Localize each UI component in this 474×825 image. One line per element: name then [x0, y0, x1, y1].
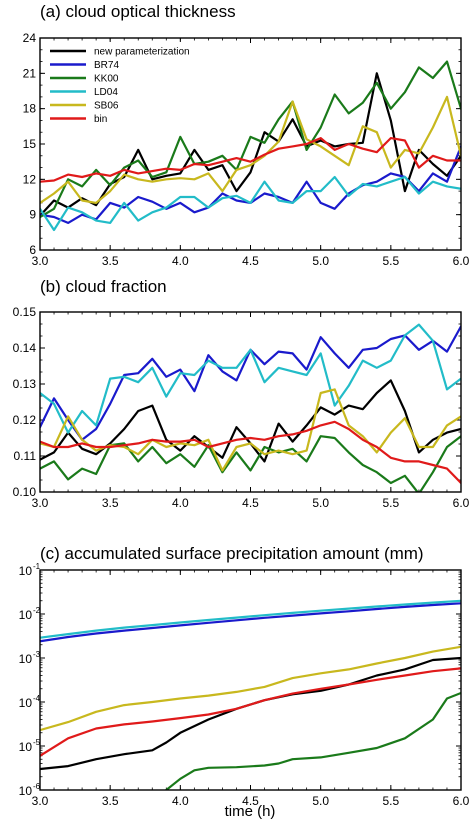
series-line-ld04: [40, 323, 461, 434]
y-tick-exponent: -4: [33, 694, 41, 703]
legend-label: SB06: [94, 101, 119, 112]
x-tick-label: 3.5: [102, 254, 119, 268]
panel-c-series: [40, 599, 461, 790]
panel-b: (b) cloud fraction 3.0 3.5 4.0 4.5 5.0 5.5 6.0…: [13, 277, 470, 510]
y-tick-label: 10: [19, 784, 33, 798]
x-tick-label: 5.5: [382, 794, 399, 808]
series-line-ld04: [40, 175, 461, 232]
series-line-kk00: [165, 691, 461, 790]
x-tick-label: 6.0: [453, 254, 470, 268]
y-tick-label: 10: [19, 696, 33, 710]
x-tick-label: 5.0: [312, 794, 329, 808]
panel-b-frame: [39, 311, 462, 493]
legend-label: new parameterization: [94, 47, 190, 58]
x-tick-label: 3.0: [32, 794, 49, 808]
y-tick-exponent: -1: [33, 562, 41, 571]
panel-c-grid-ticks: 3.0 3.5 4.0 4.5 5.0 5.5 6.010-610-510-410 -310-…: [19, 562, 470, 808]
y-tick-exponent: -3: [33, 650, 41, 659]
x-tick-label: 3.5: [102, 794, 119, 808]
y-tick-label: 10: [19, 608, 33, 622]
legend-label: BR74: [94, 60, 119, 71]
series-line-br74: [40, 325, 461, 441]
panel-c: (c) accumulated surface precipitation am…: [19, 544, 470, 820]
panel-c-frame: [39, 569, 462, 791]
x-tick-label: 3.0: [32, 254, 49, 268]
x-tick-label: 4.0: [172, 254, 189, 268]
series-line-ld04: [40, 599, 461, 639]
x-tick-label: 4.5: [242, 496, 259, 510]
panel-b-series: [40, 323, 461, 492]
y-tick-exponent: -5: [33, 738, 41, 747]
y-tick-label: 0.12: [13, 413, 37, 427]
series-line-bin: [40, 137, 461, 183]
y-tick-label: 10: [19, 564, 33, 578]
series-line-br74: [40, 602, 461, 643]
x-tick-label: 5.0: [312, 496, 329, 510]
series-line-new-parameterization: [40, 656, 461, 771]
panel-a-series: [40, 60, 461, 232]
panel-a-legend: new parameterization BR74 KK00 LD04 SB06 bin: [46, 42, 216, 128]
y-tick-label: 10: [19, 740, 33, 754]
x-tick-label: 6.0: [453, 496, 470, 510]
legend-label: LD04: [94, 87, 118, 98]
y-tick-label: 0.14: [13, 341, 37, 355]
y-tick-label: 12: [23, 172, 37, 186]
x-tick-label: 6.0: [453, 794, 470, 808]
y-tick-label: 9: [29, 208, 36, 222]
y-tick-label: 15: [23, 137, 37, 151]
y-tick-label: 0.10: [13, 485, 37, 499]
panel-a-frame: [39, 37, 462, 251]
y-tick-label: 0.11: [14, 449, 37, 463]
x-axis-label: time (h): [225, 803, 276, 820]
legend-label: KK00: [94, 74, 119, 85]
series-line-sb06: [40, 388, 461, 472]
y-tick-label: 0.13: [13, 377, 37, 391]
x-tick-label: 3.0: [32, 496, 49, 510]
y-tick-label: 10: [19, 652, 33, 666]
y-tick-label: 21: [23, 66, 37, 80]
y-tick-label: 0.15: [13, 305, 37, 319]
x-tick-label: 4.0: [172, 794, 189, 808]
y-tick-label: 24: [23, 31, 37, 45]
x-tick-label: 4.5: [242, 794, 259, 808]
x-tick-label: 4.0: [172, 496, 189, 510]
y-tick-label: 18: [23, 102, 37, 116]
x-tick-label: 5.0: [312, 254, 329, 268]
legend-box: [46, 42, 216, 128]
series-line-sb06: [40, 95, 461, 204]
panel-a-title: (a) cloud optical thickness: [40, 2, 236, 21]
y-tick-label: 6: [29, 243, 36, 257]
series-line-new-parameterization: [40, 379, 461, 463]
x-tick-label: 5.5: [382, 496, 399, 510]
series-line-bin: [40, 667, 461, 757]
y-tick-exponent: -2: [33, 606, 41, 615]
panel-c-title: (c) accumulated surface precipitation am…: [40, 544, 424, 563]
x-tick-label: 3.5: [102, 496, 119, 510]
series-line-sb06: [40, 645, 461, 732]
series-line-bin: [40, 420, 461, 485]
x-tick-label: 5.5: [382, 254, 399, 268]
series-line-kk00: [40, 60, 461, 219]
x-tick-label: 4.5: [242, 254, 259, 268]
panel-a: (a) cloud optical thickness 3.0 3.5 4.0 4.5…: [23, 2, 470, 268]
legend-label: bin: [94, 114, 107, 125]
y-tick-exponent: -6: [33, 782, 41, 791]
panel-b-title: (b) cloud fraction: [40, 277, 167, 296]
